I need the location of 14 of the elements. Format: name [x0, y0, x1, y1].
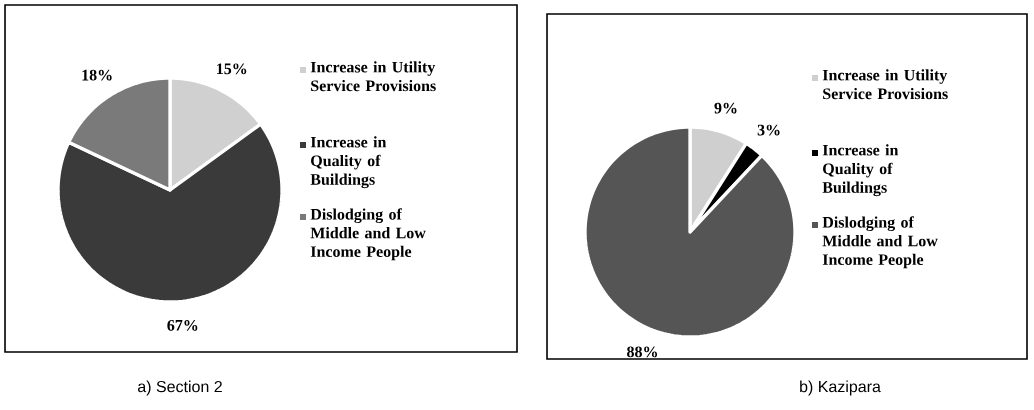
data-label: 67%: [167, 319, 198, 331]
legend-label: Increase in Utility Service Provisions: [822, 69, 948, 100]
legend-label: Increase in Utility Service Provisions: [310, 61, 436, 92]
text: b) Kazipara: [800, 380, 881, 396]
legend-label: Increase in Quality of Buildings: [310, 136, 387, 189]
data-label: 9%: [714, 102, 737, 114]
legend-label: Dislodging of Middle and Low Income People: [310, 208, 426, 261]
legend-label: Increase in Quality of Buildings: [822, 144, 899, 197]
data-label: 88%: [627, 346, 658, 358]
text: a) Section 2: [137, 380, 222, 396]
data-label: 3%: [757, 124, 780, 136]
legend-label: Dislodging of Middle and Low Income People: [822, 216, 938, 269]
data-label: 18%: [82, 69, 112, 81]
data-label: 15%: [217, 63, 247, 75]
